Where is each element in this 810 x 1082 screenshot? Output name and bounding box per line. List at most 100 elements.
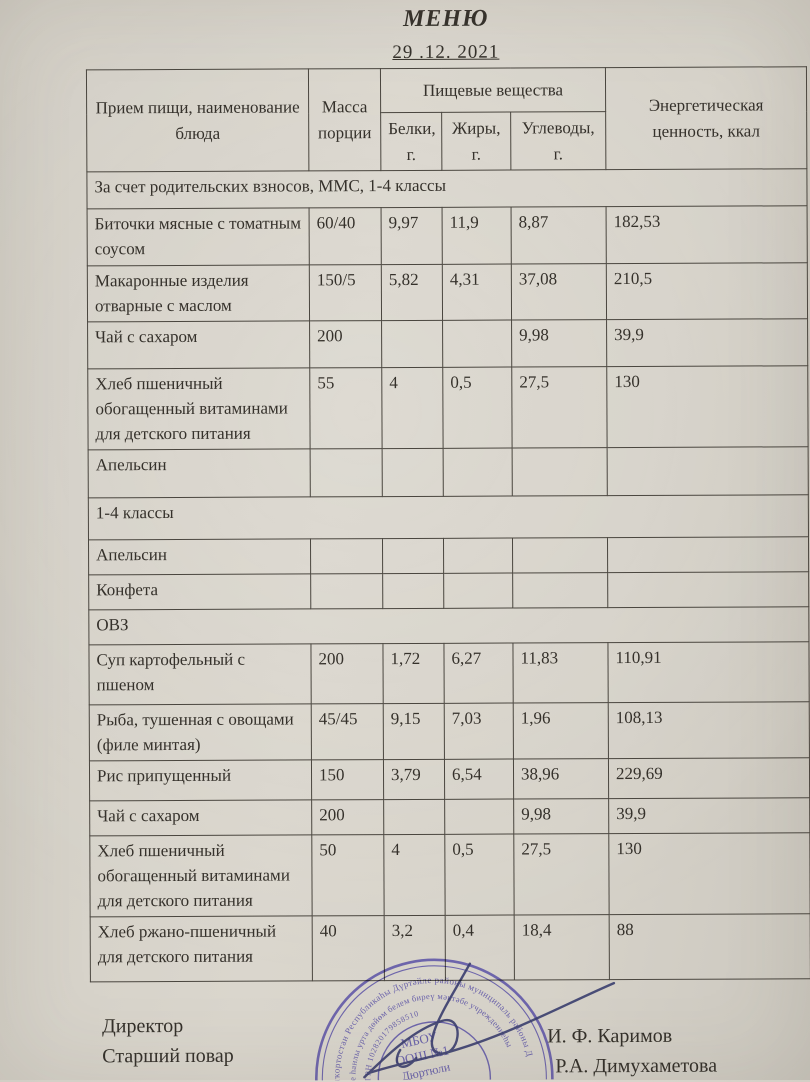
section-row: ОВЗ	[88, 606, 809, 646]
col-header-protein: Белки, г.	[380, 112, 442, 171]
table-row: Апельсин	[88, 446, 809, 499]
mass-cell	[310, 448, 383, 498]
dish-name-cell: Чай с сахаром	[87, 321, 310, 370]
dish-name-cell: Апельсин	[88, 449, 311, 499]
dish-name-cell: Конфета	[88, 574, 311, 611]
energy-cell: 182,53	[606, 205, 808, 264]
fat-cell: 6,54	[444, 759, 514, 800]
carbs-cell: 9,98	[513, 799, 609, 835]
table-row: Рыба, тушенная с овощами (филе минтая) 4…	[89, 701, 810, 762]
dish-name-cell: Суп картофельный с пшеном	[88, 644, 312, 706]
fat-cell	[443, 448, 513, 497]
fat-cell	[444, 799, 514, 835]
header-row-top: Прием пищи, наименование блюда Масса пор…	[86, 66, 807, 172]
stamp-ring-text-outer: Башҡортостан Республикаһы Дүртәйле район…	[2, 946, 535, 1082]
dish-name-cell: Хлеб пшеничный обогащенный витаминами дл…	[87, 368, 311, 451]
protein-cell: 4	[383, 834, 446, 917]
mass-cell: 55	[309, 367, 383, 450]
carbs-cell	[512, 572, 608, 609]
protein-cell: 9,97	[381, 207, 443, 265]
protein-cell	[382, 538, 444, 574]
fat-cell: 4,31	[442, 264, 512, 321]
page-title: МЕНЮ	[402, 5, 489, 33]
mass-cell: 50	[311, 835, 385, 917]
protein-cell: 3,79	[383, 759, 445, 801]
dish-name-cell: Рыба, тушенная с овощами (филе минтая)	[89, 704, 312, 762]
stamp-and-signatures: Башҡортостан Республикаһы Дүртәйле район…	[2, 946, 810, 1082]
chef-name: Р.А. Димухаметова	[555, 1054, 718, 1078]
col-header-meal: Прием пищи, наименование блюда	[86, 68, 309, 172]
energy-cell: 130	[606, 366, 809, 448]
document-date: 29 .12. 2021	[392, 41, 500, 64]
energy-cell	[607, 571, 809, 608]
mass-cell: 200	[309, 320, 382, 369]
table-row: Чай с сахаром 200 9,98 39,9	[89, 798, 810, 837]
mass-cell: 60/40	[309, 207, 382, 265]
mass-cell	[310, 538, 383, 575]
dish-name-cell: Рис припущенный	[89, 760, 312, 802]
energy-cell: 210,5	[606, 262, 808, 320]
energy-cell: 108,13	[608, 701, 810, 760]
energy-cell: 229,69	[608, 758, 810, 800]
stamp-rings	[315, 958, 554, 1082]
signature-strokes	[363, 962, 616, 1079]
table-row: Хлеб пшеничный обогащенный витаминами дл…	[87, 366, 809, 451]
section-label: 1-4 классы	[88, 494, 809, 541]
section-label: За счет родительских взносов, ММС, 1-4 к…	[86, 168, 808, 209]
fat-cell	[443, 538, 513, 574]
energy-cell	[607, 536, 809, 573]
carbs-cell: 1,96	[513, 702, 609, 760]
energy-cell: 130	[608, 833, 810, 916]
carbs-cell	[512, 537, 608, 574]
table-row: Апельсин	[88, 536, 809, 576]
col-header-energy: Энергетическая ценность, ккал	[605, 66, 807, 170]
col-header-nutrients: Пищевые вещества	[380, 67, 606, 113]
carbs-cell	[512, 447, 608, 497]
fat-cell: 6,27	[443, 643, 514, 704]
dish-name-cell: Макаронные изделия отварные с маслом	[87, 264, 310, 323]
protein-cell: 4	[381, 367, 444, 449]
table-row: Биточки мясные с томатным соусом 60/40 9…	[87, 205, 808, 266]
dish-name-cell: Хлеб пшеничный обогащенный витаминами дл…	[89, 835, 313, 918]
fat-cell: 0,5	[444, 834, 515, 916]
mass-cell: 45/45	[311, 703, 384, 761]
col-header-carbs: Углеводы, г.	[510, 111, 606, 171]
carbs-cell: 27,5	[511, 366, 608, 449]
director-name: И. Ф. Каримов	[547, 1024, 673, 1048]
protein-cell	[382, 448, 444, 497]
carbs-cell: 38,96	[513, 759, 609, 800]
mass-cell: 200	[310, 643, 384, 705]
section-label: ОВЗ	[88, 606, 809, 646]
title-block: МЕНЮ 29 .12. 2021	[86, 4, 806, 65]
carbs-cell: 37,08	[511, 263, 607, 321]
round-stamp: Башҡортостан Республикаһы Дүртәйле район…	[2, 946, 616, 1082]
energy-cell	[607, 446, 809, 496]
dish-name-cell: Чай с сахаром	[89, 800, 312, 837]
fat-cell: 0,5	[442, 367, 513, 449]
mass-cell	[310, 573, 383, 610]
protein-cell: 1,72	[382, 643, 445, 704]
fat-cell	[443, 573, 513, 609]
carbs-cell: 11,83	[512, 642, 609, 704]
table-row: Макаронные изделия отварные с маслом 150…	[87, 262, 808, 323]
table-row: Конфета	[88, 571, 809, 611]
fat-cell: 7,03	[444, 703, 514, 760]
fat-cell	[442, 320, 512, 368]
col-header-fat: Жиры, г.	[441, 112, 511, 171]
col-header-mass: Масса порции	[308, 68, 381, 171]
energy-cell: 110,91	[607, 641, 810, 703]
protein-cell	[381, 320, 443, 368]
fat-cell: 11,9	[442, 207, 512, 265]
dish-name-cell: Апельсин	[88, 539, 311, 576]
protein-cell: 9,15	[383, 703, 445, 761]
carbs-cell: 27,5	[513, 834, 610, 916]
table-row: Чай с сахаром 200 9,98 39,9	[87, 319, 808, 370]
menu-table: Прием пищи, наименование блюда Масса пор…	[86, 66, 810, 983]
protein-cell: 5,82	[381, 264, 443, 321]
carbs-cell: 9,98	[511, 319, 607, 368]
protein-cell	[383, 799, 445, 836]
mass-cell: 200	[311, 800, 384, 836]
table-row: Рис припущенный 150 3,79 6,54 38,96 229,…	[89, 758, 810, 802]
energy-cell: 39,9	[606, 319, 808, 367]
